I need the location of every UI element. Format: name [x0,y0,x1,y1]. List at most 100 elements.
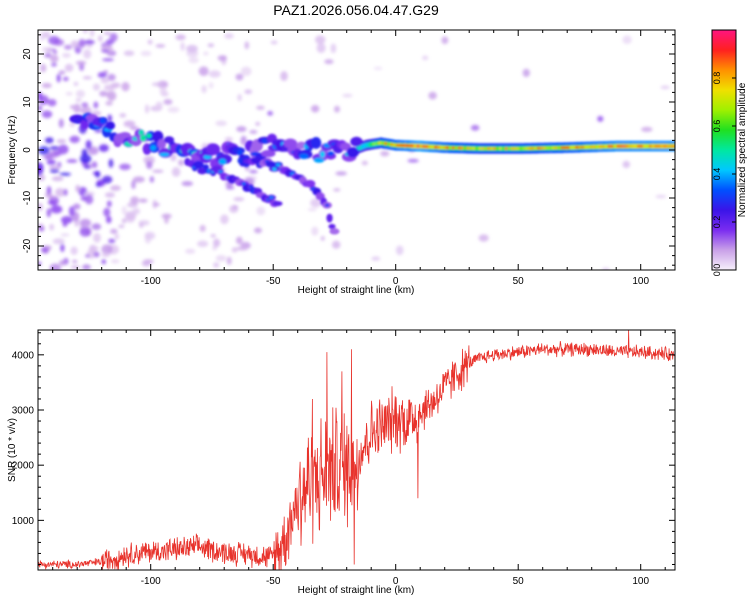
heatmap-speckle [361,160,368,166]
heatmap-speckle [331,240,341,249]
heatmap-speckle [231,247,238,253]
ridge-blob-core [218,158,227,165]
heatmap-speckle [380,150,390,157]
heatmap-speckle [149,176,155,183]
branch-blob [202,164,209,170]
colorbar-tick-label: 0.6 [712,120,722,133]
heatmap-speckle [105,101,113,106]
y-tick-label: 20 [22,48,33,60]
heatmap-speckle [40,63,47,73]
heatmap-speckle [188,56,199,64]
heatmap-speckle [622,35,632,44]
heatmap-speckle [121,205,127,215]
heatmap-speckle [101,49,110,53]
heatmap-speckle [224,137,233,142]
branch-core [218,170,223,174]
ridge-peak [519,147,524,150]
heatmap-speckle [226,256,232,266]
heatmap-speckle [91,161,98,169]
heatmap-speckle [48,164,61,170]
heatmap-speckle [198,66,209,77]
x-tick-label: -100 [141,276,161,287]
heatmap-speckle [138,198,148,203]
heatmap-speckle [75,60,87,66]
heatmap-speckle [82,264,91,270]
heatmap-speckle [75,184,81,193]
heatmap-speckle [233,197,245,202]
ridge-blob [80,119,89,130]
x-tick-label: 100 [632,276,649,287]
heatmap-speckle [42,31,51,39]
snr-frame [37,329,676,571]
heatmap-speckle [236,126,247,133]
heatmap-speckle [201,85,207,94]
heatmap-speckle [108,238,116,244]
heatmap-speckle [270,40,278,45]
heatmap-speckle [373,66,383,70]
heatmap-speckle [256,206,266,216]
heatmap-speckle [147,39,153,45]
heatmap-speckle [82,76,92,80]
ridge-peak [436,146,441,149]
heatmap-speckle [155,101,163,111]
heatmap-speckle [51,176,64,182]
heatmap-speckle [213,262,220,268]
ridge-peak [651,144,656,148]
branch-core [324,203,330,207]
ridge-peak [407,144,412,147]
heatmap-speckle [90,246,100,251]
heatmap-speckle [41,82,52,89]
heatmap-speckle [108,158,114,168]
ridge-peak [513,147,518,150]
ridge-peak [648,144,653,148]
ridge-peak [636,144,641,148]
heatmap-speckle [87,146,99,155]
heatmap-speckle [422,55,429,61]
heatmap-speckle [51,62,57,67]
heatmap-speckle [478,234,489,242]
heatmap-speckle [235,236,243,245]
heatmap-speckle [84,254,90,258]
y-tick-label: 4000 [12,350,35,361]
heatmap-speckle [72,259,78,264]
ridge-peak [378,141,383,145]
ridge-peak [604,145,609,148]
heatmap-speckle [42,47,47,52]
colorbar-tick-label: 0.4 [712,168,722,181]
heatmap-speckle [208,70,221,78]
heatmap-speckle [83,49,92,59]
heatmap-speckle [75,98,82,102]
ridge-peak [669,144,674,148]
heatmap-speckle [58,70,66,75]
heatmap-speckle [178,159,185,166]
heatmap-speckle [79,218,92,228]
ridge-peak [536,146,541,150]
heatmap-speckle [94,129,103,133]
ridge-peak [445,146,450,149]
chart-title: PAZ1.2026.056.04.47.G29 [273,2,439,18]
heatmap-speckle [100,77,110,84]
ridge-blob-core [327,151,335,157]
heatmap-speckle [89,30,95,38]
branch-core [272,167,277,171]
ridge-peak [616,144,621,148]
ridge-blob [157,138,167,150]
ridge-peak [516,147,521,150]
heatmap-speckle [85,140,92,150]
ridge-peak [657,144,662,148]
heatmap-speckle [175,34,186,41]
heatmap-speckle [52,49,58,55]
ridge-peak [492,147,497,150]
branch-blob [193,160,204,169]
ridge-peak [583,145,588,149]
heatmap-speckle [73,81,79,86]
branch-core [241,182,246,186]
heatmap-speckle [93,233,101,243]
heatmap-speckle [84,40,95,45]
heatmap-speckle [235,73,244,81]
heatmap-speckle [215,255,227,262]
heatmap-speckle [315,35,326,45]
heatmap-speckle [102,175,113,184]
heatmap-speckle [522,68,530,78]
